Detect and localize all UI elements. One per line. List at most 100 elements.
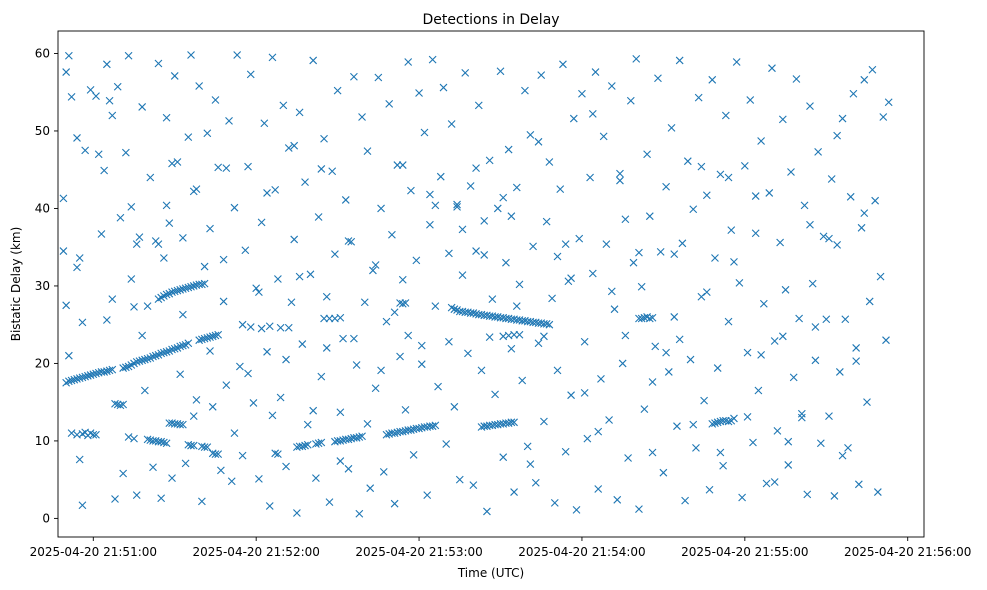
detection-point [369,266,377,275]
detection-point [325,498,334,507]
detection-point [613,495,622,504]
detection-point [724,173,733,182]
detection-point [540,332,548,341]
y-tick-label: 30 [35,279,50,293]
detection-point [662,182,670,191]
detection-point [371,384,380,393]
detection-point [681,496,689,505]
detection-point [219,255,228,264]
detection-point [529,242,537,251]
detection-point [667,123,676,132]
detection-point [206,224,214,233]
detection-point [488,295,497,303]
detection-point [800,201,809,210]
detection-point [428,422,437,431]
detection-point [436,172,445,181]
detection-point [200,262,209,271]
detection-point [322,344,331,352]
detection-point [355,433,364,441]
detection-point [390,429,399,438]
detection-point [518,376,527,385]
detection-point [868,65,877,74]
detection-point [561,447,570,456]
detection-point [219,297,228,306]
detection-point [295,272,304,281]
detection-point [333,86,342,95]
detection-point [453,200,461,209]
detection-point [683,157,692,166]
detection-point [678,239,687,248]
detection-point [143,302,152,310]
detection-point [214,450,223,458]
detection-point [67,92,76,101]
detection-point [702,191,711,200]
detection-point [279,101,288,110]
detection-point [431,302,440,310]
detection-point [537,71,546,80]
detection-point [838,451,847,460]
detection-point [168,159,176,168]
detection-point [827,175,836,183]
detection-point [404,58,413,66]
detection-point [521,86,529,95]
detection-point [89,430,98,439]
detection-point [689,205,698,214]
detection-point [97,230,106,238]
detection-point [835,368,844,376]
detection-point [317,372,326,381]
detection-point [439,83,448,92]
detection-point [493,204,502,213]
detection-point [507,418,516,427]
detection-point [385,99,394,108]
detection-point [306,270,315,279]
detection-point [78,373,87,382]
detection-point [246,323,255,331]
detection-point [632,55,641,63]
detection-point [757,351,766,359]
detection-point [417,341,426,350]
detection-point [784,461,793,469]
detection-point [235,362,244,371]
axes-frame [57,30,925,538]
detection-point [282,462,290,471]
detection-point [510,418,518,427]
detection-point [472,164,480,173]
detection-point [187,441,195,450]
detection-point [344,464,353,473]
detection-point [189,282,198,290]
detection-point [599,132,608,141]
detection-point [621,331,630,340]
detection-point [379,468,388,476]
detection-point [700,396,708,405]
detection-point [534,339,543,348]
detection-point [450,305,459,314]
detection-point [871,196,880,205]
detection-point [352,361,361,369]
detection-point [336,408,345,417]
detection-point [360,298,369,307]
detection-point [526,130,535,139]
detection-point [132,240,141,248]
detection-point [730,258,738,266]
detection-point [59,194,68,203]
detection-point [822,315,831,324]
detection-point [458,271,467,279]
x-tick-label: 2025-04-20 21:51:00 [30,545,157,559]
detection-point [455,475,464,484]
detection-point [762,479,771,488]
detection-point [377,366,385,375]
detection-point [708,75,717,84]
detection-point [268,411,277,420]
detection-point [556,185,565,193]
detection-point [130,434,138,443]
detection-point [732,58,741,66]
detection-point [724,317,733,326]
detection-point [618,359,627,368]
detection-point [770,337,779,345]
detection-point [146,173,155,182]
detection-point [572,505,581,514]
detection-point [64,51,73,60]
detection-point [355,509,364,518]
detection-point [206,347,214,355]
detection-point [588,110,597,118]
